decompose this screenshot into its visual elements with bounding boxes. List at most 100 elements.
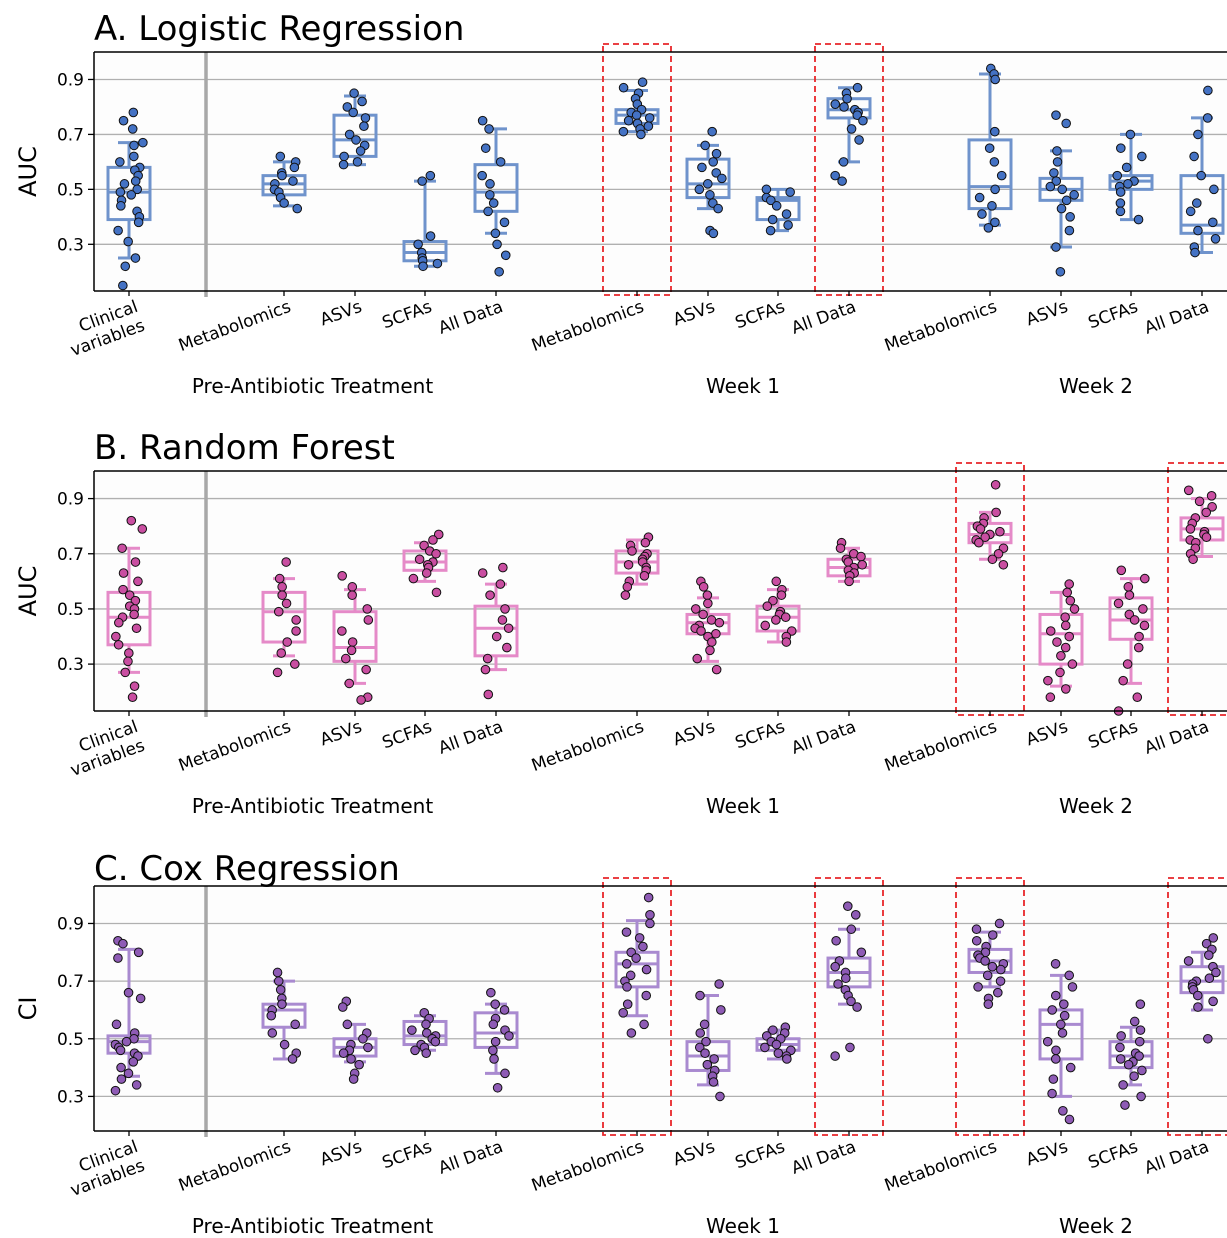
data-point	[504, 1031, 514, 1041]
data-point	[499, 217, 510, 228]
data-point	[1045, 626, 1056, 636]
data-point	[771, 615, 781, 625]
data-point	[503, 623, 514, 634]
data-point	[1058, 1106, 1068, 1116]
data-point	[118, 280, 128, 291]
data-point	[768, 1025, 778, 1035]
data-point	[359, 121, 369, 131]
data-point	[277, 582, 287, 592]
data-point	[483, 206, 493, 217]
data-point	[114, 617, 124, 628]
data-point	[272, 967, 283, 978]
data-point	[1062, 587, 1072, 598]
data-point	[983, 223, 994, 233]
box-10	[967, 63, 1013, 233]
data-point	[1045, 692, 1056, 703]
box-7	[685, 979, 731, 1102]
data-point	[347, 637, 358, 647]
data-point	[129, 151, 139, 162]
x-tick-label: Metabolomics	[529, 297, 647, 356]
data-point	[690, 604, 701, 614]
data-point	[842, 93, 852, 104]
data-point	[119, 179, 130, 189]
data-point	[279, 1039, 290, 1050]
box-13	[1179, 933, 1225, 1044]
data-point	[1135, 1025, 1146, 1035]
data-point	[498, 562, 508, 573]
data-point	[1134, 1051, 1144, 1061]
data-point	[337, 1002, 348, 1012]
x-tick-label: SCFAs	[1086, 717, 1141, 753]
data-point	[485, 590, 495, 600]
data-point	[1060, 612, 1070, 623]
x-tick-label: Metabolomics	[882, 1137, 1000, 1196]
x-tick-label: SCFAs	[380, 1137, 435, 1173]
box-3	[332, 996, 378, 1084]
group-label: Week 2	[1059, 374, 1133, 398]
data-point	[845, 1042, 855, 1053]
panel-title: C. Cox Regression	[94, 849, 400, 889]
data-point	[1050, 990, 1061, 1001]
data-point	[1061, 195, 1072, 206]
x-tick-label: SCFAs	[1086, 1137, 1141, 1173]
data-point	[846, 924, 857, 935]
y-tick-label: 0.7	[57, 545, 84, 565]
data-point	[131, 623, 142, 634]
box-13	[1179, 85, 1225, 258]
data-point	[351, 135, 361, 145]
data-point	[121, 1036, 132, 1047]
data-point	[123, 236, 133, 247]
data-point	[995, 964, 1006, 975]
data-point	[621, 959, 632, 969]
data-point	[830, 170, 840, 181]
data-point	[700, 140, 710, 151]
data-point	[700, 1048, 710, 1058]
data-point	[974, 192, 985, 203]
box-1	[106, 515, 152, 703]
group-label: Week 2	[1059, 794, 1133, 818]
data-point	[1061, 118, 1071, 129]
box-3	[332, 571, 378, 705]
data-point	[703, 598, 713, 609]
data-point	[714, 979, 724, 989]
data-point	[1122, 659, 1133, 669]
data-point	[695, 1028, 706, 1038]
data-point	[500, 250, 511, 261]
data-point	[707, 637, 717, 647]
data-point	[1059, 999, 1069, 1009]
data-point	[643, 892, 654, 903]
data-point	[708, 228, 719, 239]
data-point	[1115, 198, 1126, 208]
data-point	[1191, 198, 1202, 208]
x-tick-label: SCFAs	[733, 717, 788, 753]
data-point	[484, 124, 494, 134]
data-point	[118, 568, 129, 578]
data-point	[781, 209, 792, 219]
x-tick-label: ASVs	[671, 297, 718, 331]
data-point	[631, 953, 641, 963]
data-point	[500, 604, 510, 614]
data-point	[116, 201, 126, 211]
data-point	[1209, 184, 1219, 195]
data-point	[1115, 1042, 1125, 1053]
data-point	[1136, 1091, 1146, 1102]
data-point	[1201, 532, 1212, 543]
data-point	[1124, 590, 1135, 600]
data-point	[833, 979, 843, 989]
data-point	[342, 102, 353, 112]
group-label: Week 1	[706, 1214, 780, 1238]
data-point	[1115, 206, 1126, 217]
data-point	[127, 692, 138, 703]
box-5	[473, 562, 519, 700]
box-11	[1038, 579, 1084, 703]
y-tick-label: 0.3	[57, 655, 84, 675]
data-point	[1064, 970, 1075, 981]
data-point	[780, 612, 791, 623]
y-tick-label: 0.5	[57, 600, 84, 620]
data-point	[413, 239, 423, 250]
data-point	[129, 681, 140, 691]
data-point	[990, 217, 1000, 228]
data-point	[346, 1054, 356, 1064]
data-point	[1134, 1036, 1145, 1047]
